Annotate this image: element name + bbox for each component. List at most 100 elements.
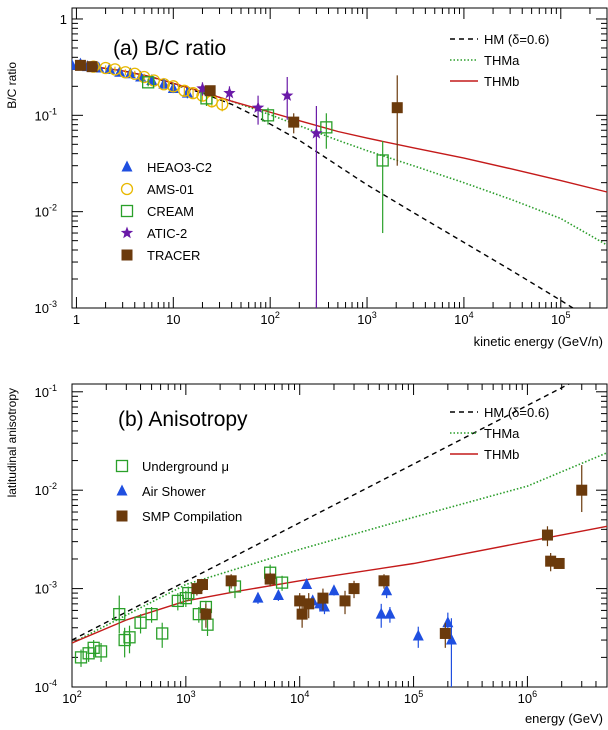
panel-a-data-points (72, 57, 403, 308)
data-point (348, 583, 360, 595)
panel-a-bc-ratio: (a) B/C ratio B/C ratio kinetic energy (… (5, 7, 608, 349)
data-point (439, 627, 451, 639)
data-point (142, 76, 155, 89)
data-point (196, 579, 208, 591)
data-point (375, 607, 387, 619)
data-point (196, 82, 209, 94)
data-point (328, 584, 340, 596)
data-point (303, 598, 315, 610)
panel-b-title: (b) Anisotropy (118, 408, 248, 431)
data-point (318, 600, 330, 612)
panel-a-line-legend: HM (δ=0.6) THMa THMb (450, 32, 549, 89)
data-point (553, 557, 565, 569)
data-point (339, 595, 351, 607)
panel-b-marker-legend: Underground μ Air Shower SMP Compilation (115, 459, 242, 524)
legend-marker-label: AMS-01 (147, 182, 194, 197)
panel-a-model-lines (72, 64, 608, 308)
x-tick-label: 104 (290, 689, 309, 706)
x-tick-label: 104 (454, 310, 473, 327)
legend-marker-label: ATIC-2 (147, 226, 187, 241)
panel-b-data-points (74, 465, 588, 687)
data-point (381, 584, 393, 596)
model-line (72, 64, 575, 308)
panel-b-frame (71, 383, 608, 688)
legend-marker (116, 510, 128, 522)
legend-marker-label: Underground μ (142, 459, 229, 474)
data-point (445, 633, 457, 645)
y-tick-label: 1 (60, 12, 67, 27)
data-point (294, 595, 306, 607)
legend-line-label: THMb (484, 74, 519, 89)
data-point (281, 89, 294, 101)
data-point (288, 116, 300, 128)
data-point (123, 631, 136, 644)
legend-marker (120, 226, 134, 239)
data-point (384, 607, 396, 619)
y-tick-label: 10-2 (35, 481, 57, 498)
data-point (74, 651, 88, 664)
y-tick-label: 10-2 (35, 203, 57, 220)
legend-line-label: THMa (484, 53, 520, 68)
legend-marker (120, 204, 134, 218)
panel-b-line-legend: HM (δ=0.6) THMa THMb (450, 405, 549, 462)
x-tick-label: 106 (518, 689, 537, 706)
x-tick-label: 105 (551, 310, 570, 327)
x-tick-label: 105 (404, 689, 423, 706)
model-line (72, 525, 608, 644)
data-point (86, 61, 98, 73)
data-point (301, 578, 313, 590)
panel-a-ylabel: B/C ratio (5, 62, 19, 109)
x-tick-label: 102 (62, 689, 81, 706)
panel-b-anisotropy: (b) Anisotropy latitudinal anisotropy en… (5, 383, 608, 726)
x-tick-label: 10 (166, 312, 180, 327)
legend-line-label: HM (δ=0.6) (484, 405, 549, 420)
data-point (113, 607, 126, 621)
data-point (376, 154, 389, 167)
y-tick-label: 10-4 (35, 678, 57, 695)
panel-a-xlabel: kinetic energy (GeV/n) (474, 334, 603, 349)
data-point (157, 78, 171, 91)
data-point (178, 84, 191, 97)
panel-b-axis-ticks: 102 103 104 105 106 10-4 10-3 10-2 10-1 (35, 383, 608, 706)
data-point (145, 607, 158, 621)
data-point (167, 80, 180, 93)
legend-marker (120, 182, 134, 196)
model-line (72, 64, 608, 246)
legend-marker-label: CREAM (147, 204, 194, 219)
legend-line-label: THMa (484, 426, 520, 441)
data-point (74, 59, 86, 71)
data-point (186, 86, 200, 100)
x-tick-label: 103 (176, 689, 195, 706)
data-point (99, 61, 112, 75)
legend-line-label: THMb (484, 447, 519, 462)
data-point (391, 102, 403, 114)
model-line (72, 384, 571, 641)
panel-a-marker-legend: HEAO3-C2 AMS-01 CREAM ATIC-2 TRACER (120, 160, 212, 263)
y-tick-label: 10-3 (35, 580, 57, 597)
legend-marker (121, 249, 133, 261)
data-point (156, 627, 169, 640)
data-point (296, 608, 308, 620)
legend-marker (115, 459, 129, 473)
legend-marker-label: HEAO3-C2 (147, 160, 212, 175)
data-point (252, 591, 264, 603)
data-point (545, 555, 557, 567)
panel-a-title: (a) B/C ratio (113, 37, 226, 60)
model-line (72, 64, 608, 193)
data-point (412, 629, 424, 641)
legend-marker-label: TRACER (147, 248, 200, 263)
data-point (223, 86, 236, 99)
y-tick-label: 10-1 (35, 106, 57, 123)
data-point (251, 101, 265, 113)
panel-b-ylabel: latitudinal anisotropy (5, 388, 19, 497)
legend-marker (121, 160, 133, 172)
data-point (264, 573, 276, 585)
panel-b-xlabel: energy (GeV) (525, 711, 603, 726)
y-tick-label: 10-3 (35, 299, 57, 316)
legend-marker-label: SMP Compilation (142, 509, 242, 524)
data-point (87, 641, 100, 654)
data-point (320, 121, 333, 134)
data-point (275, 576, 289, 589)
legend-marker (116, 484, 128, 496)
